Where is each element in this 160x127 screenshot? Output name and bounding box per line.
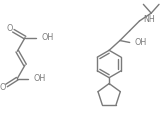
Text: O: O: [0, 83, 6, 92]
Text: OH: OH: [34, 74, 46, 83]
Text: O: O: [6, 24, 13, 33]
Text: OH: OH: [42, 33, 54, 42]
Text: NH: NH: [143, 15, 155, 25]
Text: OH: OH: [135, 38, 147, 47]
